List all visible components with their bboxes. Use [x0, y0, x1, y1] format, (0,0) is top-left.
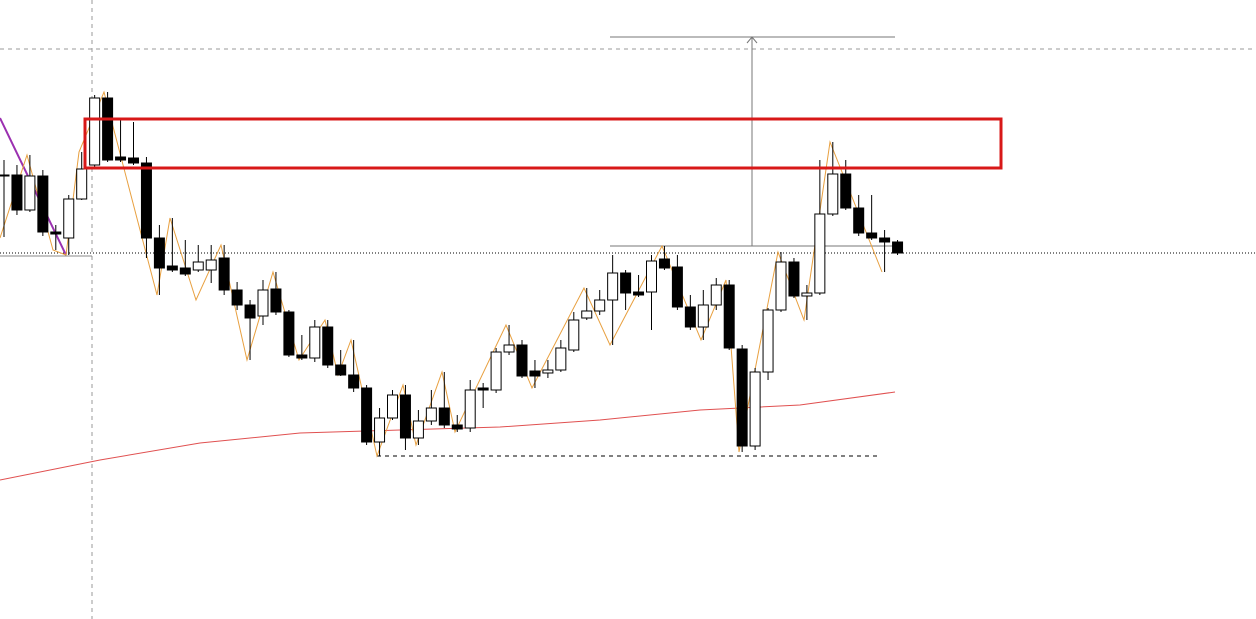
candle-body [257, 289, 269, 317]
candle-body [658, 258, 670, 269]
candle-body [231, 289, 243, 306]
candle-body [853, 207, 865, 234]
candle-body [128, 157, 139, 164]
candle-body [0, 174, 10, 177]
candle-body [684, 306, 696, 328]
candle-body [322, 326, 334, 366]
candle-body [335, 364, 347, 376]
candle-body [179, 267, 191, 275]
candle-body [37, 175, 49, 233]
candle-body [412, 420, 424, 439]
candle-body [11, 174, 23, 211]
candle-body [244, 304, 256, 319]
candle-body [361, 387, 373, 443]
candle-body [140, 162, 152, 239]
candle-body [296, 354, 308, 359]
candle-body [710, 284, 722, 306]
candle-body [788, 261, 800, 297]
candle-body [283, 311, 295, 356]
candle-body [387, 394, 398, 419]
candle-body [892, 241, 904, 254]
candle-body [555, 347, 567, 371]
candle-body [697, 304, 709, 328]
candle-body [866, 232, 878, 239]
candle-body [633, 291, 645, 296]
candle-body [153, 237, 165, 269]
candle-body [503, 344, 515, 353]
candle-body [736, 348, 748, 447]
candle-body [399, 394, 411, 439]
candle-body [451, 424, 463, 430]
candle-body [24, 175, 36, 211]
candle-body [827, 173, 839, 215]
candle-body [814, 213, 826, 294]
candle-body [309, 326, 321, 359]
candle-body [477, 387, 489, 391]
candle-body [568, 319, 580, 351]
candle-body [594, 299, 606, 312]
candle-body [607, 272, 619, 301]
candle-body [801, 292, 813, 297]
resistance-zone [83, 117, 1003, 170]
candle-body [671, 266, 683, 308]
candle-body [425, 407, 437, 422]
candle-body [646, 260, 657, 293]
candle-body [50, 231, 62, 235]
candle-body [115, 156, 127, 161]
candle-body [723, 284, 735, 349]
candle-body [529, 370, 541, 377]
candle-body [542, 369, 554, 374]
candle-body [89, 97, 101, 166]
measure-tool [610, 36, 895, 247]
moving-average [0, 391, 896, 481]
candle-body [581, 310, 593, 319]
candle-body [63, 198, 75, 239]
candle-body [270, 288, 282, 313]
candle-body [762, 309, 774, 373]
candle-body [464, 389, 476, 429]
candle-body [102, 97, 114, 161]
candle-body [840, 173, 852, 209]
candle-body [438, 407, 450, 426]
arrow-head [746, 36, 758, 44]
candle-body [166, 265, 178, 271]
candle-body [192, 261, 204, 271]
candle-body [490, 351, 502, 391]
candle-body [749, 371, 761, 447]
candle-body [348, 374, 360, 389]
candle-body [879, 237, 891, 243]
candle-body [516, 344, 528, 377]
candle-body [775, 261, 787, 311]
candles [0, 92, 904, 456]
candle-body [374, 417, 386, 443]
candle-body [76, 168, 88, 200]
candle-body [620, 272, 632, 294]
candle-body [218, 257, 230, 291]
candle-body [205, 259, 217, 271]
